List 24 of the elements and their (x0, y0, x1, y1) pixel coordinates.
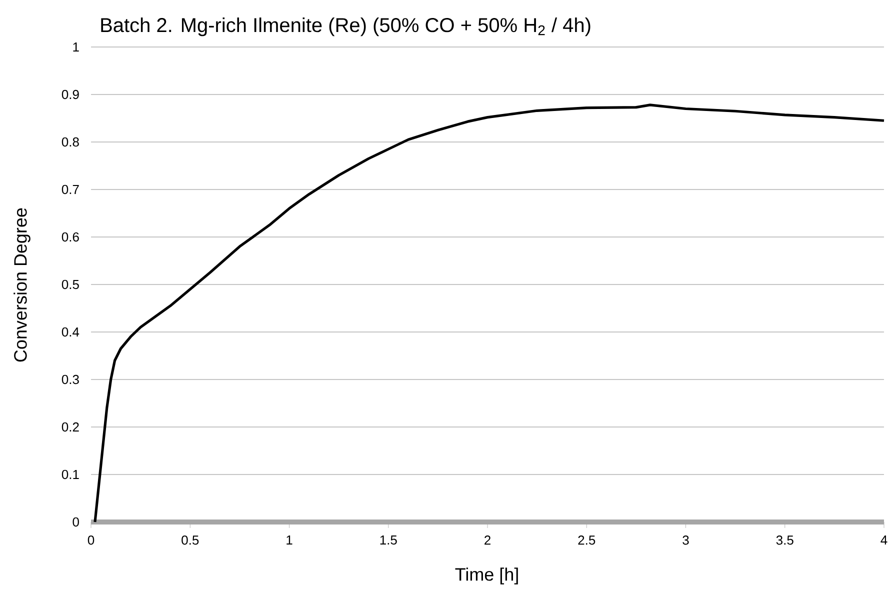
x-tick-label: 0.5 (182, 536, 199, 545)
x-axis-title: Time [h] (455, 568, 518, 584)
x-tick-label: 3 (682, 536, 689, 545)
x-tick-label: 2 (484, 536, 490, 545)
y-tick-label: 0.6 (62, 232, 79, 242)
y-tick-label: 0.5 (62, 280, 79, 290)
x-tick-label: 2.5 (578, 536, 596, 545)
chart-title: Batch 2. Mg-rich Ilmenite (Re) (50% CO + 50% H$_{2}$ / 4h) (101, 18, 590, 36)
line-series (94, 104, 886, 524)
y-tick-label: 0.4 (62, 327, 80, 337)
y-tick-label: 0.7 (62, 184, 79, 194)
y-tick-label: 0 (72, 517, 79, 527)
y-tick-label: 0.2 (62, 422, 79, 432)
y-tick-label: 0.1 (62, 470, 79, 480)
y-tick-label: 1 (73, 42, 79, 52)
x-tick-label: 1.5 (380, 536, 397, 545)
y-tick-label: 0.8 (62, 137, 79, 147)
x-tick-label: 0 (88, 536, 94, 545)
y-axis-title: Conversion Degree (14, 208, 30, 362)
x-tick-label: 4 (880, 536, 888, 544)
x-tick-label: 1 (286, 536, 292, 544)
y-tick-label: 0.9 (62, 90, 79, 100)
y-tick-label: 0.3 (62, 374, 79, 384)
x-tick-label: 3.5 (776, 536, 794, 545)
